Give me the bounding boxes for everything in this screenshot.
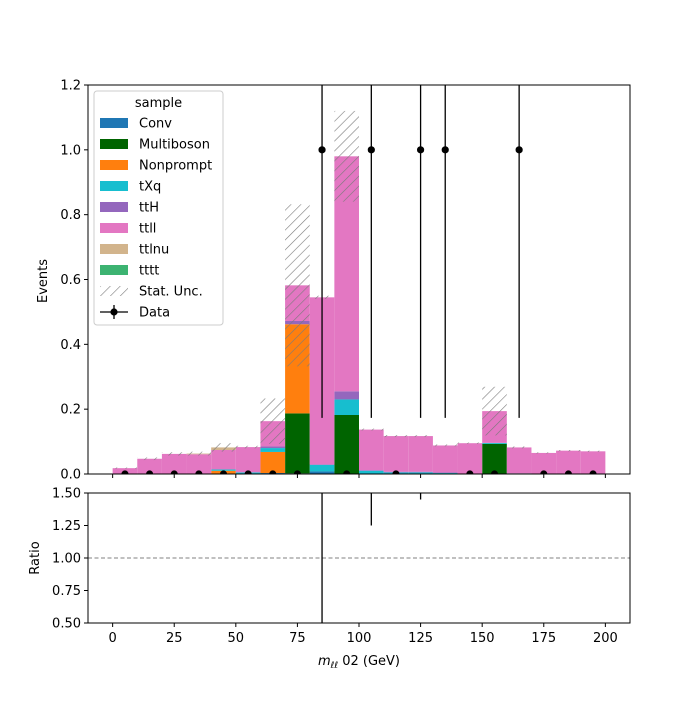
y-tick-label-4: 0.8 bbox=[60, 208, 81, 223]
bar-ttll-4 bbox=[211, 450, 236, 469]
legend-title: sample bbox=[135, 96, 182, 111]
stat-unc-16 bbox=[507, 446, 532, 448]
bar-tth-8 bbox=[310, 464, 335, 465]
legend-swatch-ttlnu bbox=[100, 244, 128, 254]
stat-unc-7 bbox=[285, 204, 310, 366]
y-tick-label-5: 1.0 bbox=[60, 143, 81, 158]
stat-unc-19 bbox=[581, 451, 606, 452]
ratio-y-tick-label-0: 0.50 bbox=[52, 617, 81, 632]
legend-label-multiboson: Multiboson bbox=[139, 138, 210, 153]
bar-nonprompt-6 bbox=[260, 452, 285, 473]
legend-label-tth: ttH bbox=[139, 201, 159, 216]
legend-label-ttlnu: ttlnu bbox=[139, 243, 169, 258]
bar-multiboson-7 bbox=[285, 413, 310, 473]
legend-swatch-ttll bbox=[100, 223, 128, 233]
bar-ttll-14 bbox=[458, 443, 483, 474]
stat-unc-1 bbox=[137, 457, 162, 460]
ratio-y-axis-label: Ratio bbox=[28, 541, 43, 574]
ratio-y-tick-label-3: 1.25 bbox=[52, 519, 81, 534]
legend-label-nonprompt: Nonprompt bbox=[139, 159, 212, 174]
x-axis-label-sub: ℓℓ bbox=[330, 661, 338, 671]
bar-tth-6 bbox=[260, 446, 285, 448]
x-tick-label-6: 150 bbox=[470, 631, 495, 646]
x-tick-label-2: 50 bbox=[228, 631, 245, 646]
bar-multiboson-15 bbox=[482, 444, 507, 474]
bar-tth-9 bbox=[334, 391, 359, 399]
x-tick-label-4: 100 bbox=[347, 631, 372, 646]
ratio-y-tick-label-4: 1.50 bbox=[52, 487, 81, 502]
legend-label-tttt: tttt bbox=[139, 264, 159, 279]
y-tick-label-6: 1.2 bbox=[60, 79, 81, 94]
y-axis-label: Events bbox=[36, 259, 51, 303]
x-tick-label-8: 200 bbox=[593, 631, 618, 646]
legend-swatch-nonprompt bbox=[100, 160, 128, 170]
stat-unc-18 bbox=[556, 450, 581, 451]
data-point-10 bbox=[368, 146, 375, 153]
x-tick-label-0: 0 bbox=[108, 631, 116, 646]
bar-txq-8 bbox=[310, 465, 335, 471]
legend-swatch-multiboson bbox=[100, 139, 128, 149]
legend-swatch-data-marker bbox=[110, 308, 117, 315]
legend-swatch-txq bbox=[100, 181, 128, 191]
stat-unc-5 bbox=[236, 446, 261, 449]
data-point-12 bbox=[417, 146, 424, 153]
y-tick-label-2: 0.4 bbox=[60, 338, 81, 353]
data-point-16 bbox=[516, 146, 523, 153]
bar-ttll-10 bbox=[359, 430, 384, 471]
bar-ttll-5 bbox=[236, 447, 261, 472]
legend-label-txq: tXq bbox=[139, 180, 161, 195]
bar-tth-13 bbox=[433, 472, 458, 473]
legend-swatch-conv bbox=[100, 118, 128, 128]
y-tick-label-1: 0.2 bbox=[60, 403, 81, 418]
legend-label-stat-unc: Stat. Unc. bbox=[139, 285, 203, 300]
bar-ttll-13 bbox=[433, 445, 458, 472]
stat-unc-14 bbox=[458, 443, 483, 444]
x-tick-label-5: 125 bbox=[408, 631, 433, 646]
legend-label-conv: Conv bbox=[139, 117, 172, 132]
x-axis-label-rest: 02 (GeV) bbox=[338, 654, 400, 669]
y-tick-label-0: 0.0 bbox=[60, 468, 81, 483]
y-tick-label-3: 0.6 bbox=[60, 273, 81, 288]
x-tick-label-3: 75 bbox=[289, 631, 306, 646]
stat-unc-11 bbox=[384, 435, 409, 437]
ratio-y-tick-label-1: 0.75 bbox=[52, 584, 81, 599]
bar-txq-15 bbox=[482, 443, 507, 444]
stat-unc-2 bbox=[162, 452, 187, 455]
stat-unc-4 bbox=[211, 443, 236, 451]
x-axis-label: mℓℓ 02 (GeV) bbox=[318, 654, 400, 671]
bar-ttll-11 bbox=[384, 436, 409, 472]
bar-txq-6 bbox=[260, 448, 285, 452]
legend: sample Conv Multiboson Nonprompt tXq ttH ttll t… bbox=[94, 91, 223, 325]
bar-ttll-12 bbox=[408, 436, 433, 472]
legend-swatch-tth bbox=[100, 202, 128, 212]
legend-label-ttll: ttll bbox=[139, 222, 156, 237]
legend-swatch-tttt bbox=[100, 265, 128, 275]
stat-unc-10 bbox=[359, 429, 384, 431]
legend-swatch-stat-unc bbox=[100, 286, 128, 296]
stat-unc-17 bbox=[531, 452, 556, 453]
x-axis-label-main: m bbox=[318, 654, 331, 669]
ratio-y-tick-label-2: 1.00 bbox=[52, 552, 81, 567]
bar-multiboson-9 bbox=[334, 415, 359, 474]
bar-ttll-16 bbox=[507, 447, 532, 473]
stat-unc-3 bbox=[187, 452, 212, 456]
stat-unc-0 bbox=[113, 468, 138, 469]
bar-tth-10 bbox=[359, 470, 384, 471]
stat-unc-9 bbox=[334, 111, 359, 202]
stat-unc-15 bbox=[482, 387, 507, 436]
stat-unc-13 bbox=[433, 445, 458, 447]
bar-txq-9 bbox=[334, 399, 359, 415]
data-point-8 bbox=[318, 146, 325, 153]
stat-unc-12 bbox=[408, 435, 433, 437]
bar-tth-12 bbox=[408, 472, 433, 473]
x-tick-label-7: 175 bbox=[531, 631, 556, 646]
legend-label-data: Data bbox=[139, 306, 170, 321]
x-tick-label-1: 25 bbox=[166, 631, 183, 646]
stat-unc-6 bbox=[260, 398, 285, 443]
data-point-13 bbox=[442, 146, 449, 153]
